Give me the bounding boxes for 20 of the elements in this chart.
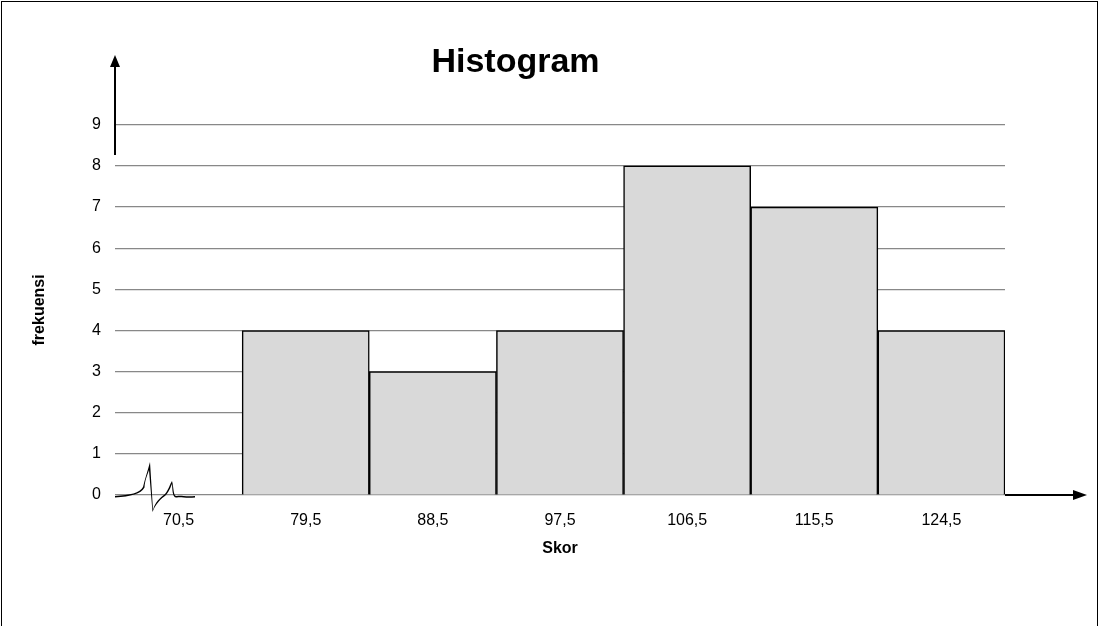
x-axis-title: Skor: [542, 538, 578, 556]
x-tick-label: 70,5: [163, 511, 195, 529]
y-axis-title: frekuensi: [30, 274, 48, 346]
y-tick-label: 0: [92, 485, 102, 503]
x-tick-label: 106,5: [667, 511, 708, 529]
y-tick-label: 6: [92, 238, 102, 256]
y-tick-label: 2: [92, 403, 102, 421]
y-tick-label: 7: [92, 197, 102, 215]
x-tick-label: 97,5: [544, 511, 576, 529]
y-tick-label: 3: [92, 362, 102, 380]
x-tick-label: 115,5: [794, 511, 834, 529]
y-tick-label: 1: [92, 444, 102, 462]
x-tick-label: 88,5: [417, 511, 449, 529]
x-tick-label: 124,5: [921, 511, 962, 529]
y-tick-label: 5: [92, 279, 102, 297]
y-tick-label: 8: [92, 156, 102, 174]
y-tick-label: 9: [92, 115, 102, 133]
x-tick-label: 79,5: [290, 511, 322, 529]
y-tick-label: 4: [92, 320, 102, 338]
chart-title: Histogram: [431, 40, 600, 79]
